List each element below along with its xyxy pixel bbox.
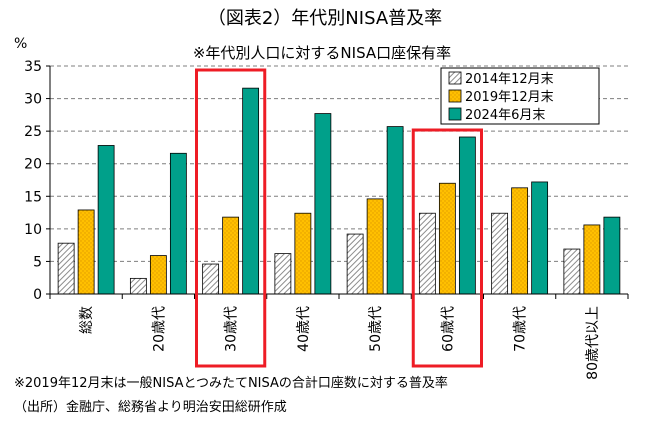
bar-2014-4 (346, 233, 364, 295)
bar-2014-6 (491, 212, 509, 295)
highlight-box-2 (195, 68, 267, 368)
y-axis-ticks: 0 5 10 15 20 25 30 35 (24, 59, 50, 303)
legend-label-2014: 2014年12月末 (465, 72, 554, 87)
legend: 2014年12月末 2019年12月末 2024年6月末 (440, 67, 600, 125)
y-tick-label: 0 (33, 287, 42, 303)
bar-2014-5 (418, 212, 436, 295)
y-tick-label: 20 (24, 157, 42, 173)
bar-2019-4 (366, 198, 384, 295)
chart-title: （図表2）年代別NISA普及率 (208, 8, 442, 29)
y-tick-label: 15 (24, 189, 42, 205)
bar-2024-1 (169, 152, 187, 295)
x-category-label: 70歳代 (513, 306, 529, 352)
y-tick-label: 5 (33, 254, 42, 270)
source-note: （出所）金融庁、総務省より明治安田総研作成 (14, 399, 287, 415)
y-tick-label: 10 (24, 222, 42, 238)
y-axis-unit-label: % (14, 36, 27, 52)
bar-2024-6 (531, 181, 549, 295)
x-category-label: 80歳代以上 (585, 306, 601, 380)
bar-2024-2 (242, 87, 260, 295)
x-category-label: 20歳代 (151, 306, 167, 352)
y-tick-label: 30 (24, 92, 42, 108)
y-tick-label: 25 (24, 124, 42, 140)
footnote: ※2019年12月末は一般NISAとつみたてNISAの合計口座数に対する普及率 (14, 375, 448, 391)
x-category-label: 50歳代 (368, 306, 384, 352)
x-category-label: 総数 (79, 306, 95, 334)
x-axis-labels: 総数 20歳代 30歳代 40歳代 50歳代 60歳代 70歳代 80歳代以上 (79, 306, 601, 380)
bar-2014-2 (202, 263, 220, 295)
legend-swatch-2019 (448, 89, 462, 103)
bar-2014-0 (57, 242, 75, 295)
y-tick-label: 35 (24, 59, 42, 75)
legend-swatch-2024 (448, 107, 462, 121)
bar-2024-7 (603, 216, 621, 295)
bars (57, 87, 621, 295)
legend-swatch-2014 (448, 71, 462, 85)
gridlines (50, 65, 628, 262)
x-category-label: 30歳代 (224, 306, 240, 352)
highlight-boxes (195, 68, 483, 368)
legend-label-2019: 2019年12月末 (465, 90, 554, 105)
x-category-label: 40歳代 (296, 306, 312, 352)
legend-label-2024: 2024年6月末 (465, 108, 545, 123)
bar-2024-0 (97, 145, 115, 295)
bar-2014-3 (274, 253, 292, 295)
bar-2024-4 (386, 126, 404, 295)
bar-2019-7 (583, 224, 601, 295)
bar-2019-6 (511, 187, 529, 295)
bar-2019-2 (222, 216, 240, 295)
highlight-box-5 (411, 128, 483, 368)
bar-2024-5 (458, 136, 476, 295)
axes (49, 66, 629, 299)
chart-subtitle: ※年代別人口に対するNISA口座保有率 (193, 44, 451, 62)
x-category-label: 60歳代 (440, 306, 456, 352)
bar-2019-5 (438, 182, 456, 295)
bar-2014-7 (563, 248, 581, 295)
bar-2019-0 (77, 209, 95, 295)
bar-2019-1 (149, 255, 167, 295)
bar-2019-3 (294, 212, 312, 295)
bar-2014-1 (129, 277, 147, 295)
bar-2024-3 (314, 113, 332, 295)
legend-box (440, 67, 600, 125)
